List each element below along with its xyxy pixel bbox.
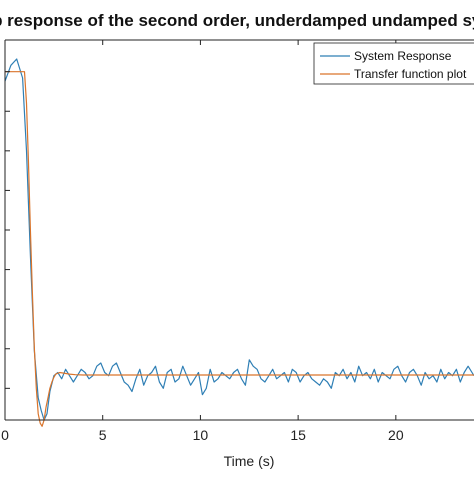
series-line-transfer-function-plot — [5, 71, 474, 427]
x-tick-label: 0 — [1, 427, 9, 443]
x-tick-label: 20 — [388, 427, 404, 443]
chart-title: ep response of the second order, underda… — [0, 11, 474, 30]
x-tick-label: 10 — [193, 427, 209, 443]
x-tick-label: 15 — [290, 427, 306, 443]
axes-layer: 0 5 10 15 20 — [1, 39, 474, 443]
plot-area — [5, 40, 474, 420]
series-layer — [4, 58, 474, 427]
x-axis-label: Time (s) — [224, 453, 275, 469]
series-line-system-response — [4, 58, 474, 421]
x-tick-label: 5 — [99, 427, 107, 443]
legend-box — [313, 42, 474, 85]
legend-label-system-response: System Response — [354, 49, 452, 63]
legend-label-transfer-function-plot: Transfer function plot — [354, 67, 467, 81]
legend: System Response Transfer function plot — [313, 42, 474, 85]
